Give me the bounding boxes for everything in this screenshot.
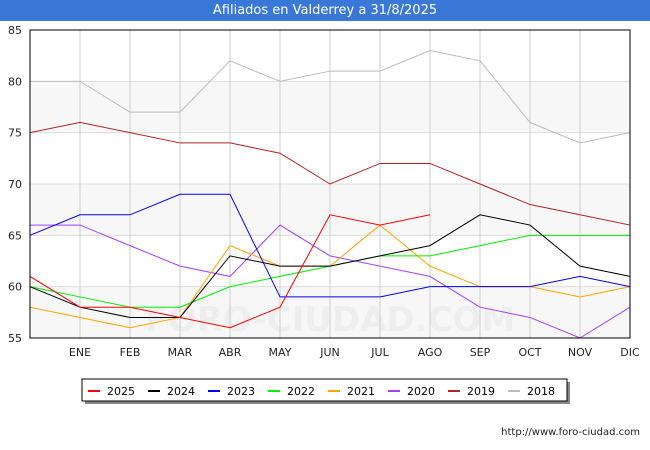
legend-label-2021: 2021	[347, 385, 375, 398]
source-url[interactable]: http://www.foro-ciudad.com	[501, 427, 640, 438]
x-tick-label: SEP	[470, 346, 491, 359]
y-tick-label: 65	[8, 229, 22, 242]
legend-label-2018: 2018	[527, 385, 555, 398]
x-tick-label: ABR	[219, 346, 242, 359]
legend-label-2025: 2025	[107, 385, 135, 398]
chart-title: Afiliados en Valderrey a 31/8/2025	[0, 0, 650, 21]
legend-label-2024: 2024	[167, 385, 195, 398]
series-line-2018	[30, 50, 631, 144]
y-tick-label: 60	[8, 281, 22, 294]
series-line-2024	[29, 214, 631, 318]
legend-label-2022: 2022	[287, 385, 315, 398]
legend-label-2019: 2019	[467, 385, 495, 398]
x-tick-label: OCT	[518, 346, 541, 359]
x-tick-label: ENE	[69, 346, 91, 359]
legend-label-2020: 2020	[407, 385, 435, 398]
y-tick-label: 80	[8, 75, 22, 88]
y-tick-label: 55	[8, 332, 22, 345]
x-tick-label: FEB	[120, 346, 141, 359]
series-line-2023	[29, 193, 631, 298]
x-tick-label: MAY	[269, 346, 292, 359]
x-tick-label: DIC	[620, 346, 640, 359]
y-tick-label: 75	[8, 127, 22, 140]
y-tick-label: 70	[8, 178, 22, 191]
series-line-2019	[29, 121, 631, 226]
legend-box	[81, 378, 568, 402]
x-tick-label: MAR	[168, 346, 193, 359]
x-tick-label: NOV	[568, 346, 593, 359]
legend-label-2023: 2023	[227, 385, 255, 398]
x-tick-label: AGO	[418, 346, 443, 359]
series-line-2020	[30, 224, 631, 339]
series-line-2025	[29, 214, 431, 329]
plot-border	[29, 29, 631, 339]
x-tick-label: JUN	[319, 346, 340, 359]
x-tick-label: JUL	[370, 346, 389, 359]
y-tick-label: 85	[8, 24, 22, 37]
